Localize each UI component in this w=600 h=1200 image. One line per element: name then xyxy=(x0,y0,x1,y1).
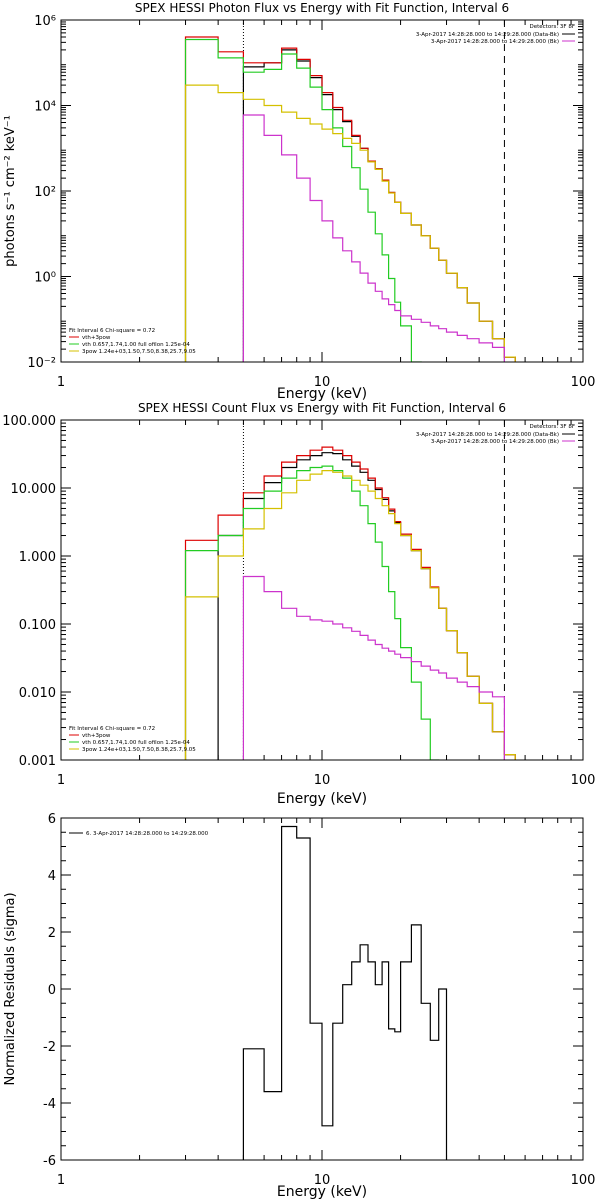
x-tick-label: 100 xyxy=(571,1173,596,1188)
x-tick-label: 10 xyxy=(314,1173,331,1188)
plot-frame xyxy=(60,817,584,1161)
series-line-vth xyxy=(184,465,440,760)
x-tick-label: 100 xyxy=(571,375,596,390)
series-line-3pow xyxy=(184,84,516,362)
x-tick-label: 1 xyxy=(57,375,65,390)
x-axis-label: Energy (keV) xyxy=(277,1184,367,1200)
legend-header: Detectors: 3F 8F xyxy=(529,424,575,430)
y-tick-label: 0.100 xyxy=(19,618,56,633)
y-tick-label: 0 xyxy=(48,983,56,998)
y-tick-label: 10⁶ xyxy=(34,14,56,29)
series-line-vth-3pow xyxy=(184,36,516,362)
count-flux-panel: SPEX HESSI Count Flux vs Energy with Fit… xyxy=(2,401,596,807)
fit-legend-entry-label: vth 0.657,1.74,1.00 full ofilon 1.25e-04 xyxy=(82,342,190,348)
x-axis-label: Energy (keV) xyxy=(277,791,367,807)
legend-entry-label: 3-Apr-2017 14:28:28.000 to 14:29:28.000 … xyxy=(416,32,559,38)
fit-legend-header: Fit Interval 6 Chi-square = 0.72 xyxy=(69,726,155,732)
fit-legend-entry-label: 3pow 1.24e+03,1.50,7.50,8.38,25.7,9.05 xyxy=(82,349,196,355)
x-tick-label: 100 xyxy=(571,773,596,788)
y-tick-label: -6 xyxy=(43,1154,56,1169)
plot-area xyxy=(184,20,516,362)
y-tick-label: -2 xyxy=(43,1040,56,1055)
series-line-bk xyxy=(242,114,505,362)
plot-frame xyxy=(60,19,584,363)
fit-legend-entry-label: vth 0.657,1.74,1.00 full ofilon 1.25e-04 xyxy=(82,740,190,746)
y-tick-label: 10.000 xyxy=(11,482,57,497)
y-tick-label: 10⁰ xyxy=(34,271,56,286)
y-axis-label: photons s⁻¹ cm⁻² keV⁻¹ xyxy=(3,115,18,267)
y-tick-label: 1.000 xyxy=(19,550,56,565)
y-tick-label: 10² xyxy=(34,185,56,200)
x-tick-label: 1 xyxy=(57,773,65,788)
plot-area xyxy=(184,420,516,760)
y-tick-label: 100.000 xyxy=(2,414,56,429)
fit-legend-entry-label: vth+3pow xyxy=(82,733,111,739)
series-line-vth xyxy=(184,38,422,362)
plot-area xyxy=(242,825,448,1160)
y-tick-label: 0.001 xyxy=(19,754,56,769)
x-tick-label: 10 xyxy=(314,375,331,390)
y-axis-label: Normalized Residuals (sigma) xyxy=(3,892,18,1085)
y-tick-label: 2 xyxy=(48,926,56,941)
y-tick-label: 10⁴ xyxy=(34,100,56,115)
series-line-data-bk xyxy=(217,452,516,760)
legend-entry-label: 3-Apr-2017 14:28:28.000 to 14:29:28.000 … xyxy=(431,39,559,45)
series-line-data-bk xyxy=(242,49,516,362)
x-axis-label: Energy (keV) xyxy=(277,386,367,402)
fit-legend-header: Fit Interval 6 Chi-square = 0.72 xyxy=(69,328,155,334)
chart-title: SPEX HESSI Photon Flux vs Energy with Fi… xyxy=(135,1,509,15)
legend-entry-label: 3-Apr-2017 14:28:28.000 to 14:29:28.000 … xyxy=(431,439,559,445)
x-tick-label: 1 xyxy=(57,1173,65,1188)
chart-title: SPEX HESSI Count Flux vs Energy with Fit… xyxy=(138,401,506,415)
fit-legend-entry-label: vth+3pow xyxy=(82,335,111,341)
fit-legend-entry-label: 3pow 1.24e+03,1.50,7.50,8.38,25.7,9.05 xyxy=(82,747,196,753)
legend-header: Detectors: 3F 8F xyxy=(529,24,575,30)
plot-frame xyxy=(60,419,584,761)
series-line-6-3-apr-2017-14-28-28-000-to-14-29-28-000 xyxy=(242,825,448,1160)
series-line-bk xyxy=(242,575,505,760)
series-line-3pow xyxy=(184,470,516,760)
legend-entry-label: 6. 3-Apr-2017 14:28:28.000 to 14:29:28.0… xyxy=(86,831,209,837)
y-tick-label: 4 xyxy=(48,869,56,884)
y-tick-label: 6 xyxy=(48,812,56,827)
y-tick-label: -4 xyxy=(43,1097,56,1112)
y-tick-label: 0.010 xyxy=(19,686,56,701)
legend-entry-label: 3-Apr-2017 14:28:28.000 to 14:29:28.000 … xyxy=(416,432,559,438)
y-tick-label: 10⁻² xyxy=(27,356,56,371)
x-tick-label: 10 xyxy=(314,773,331,788)
series-line-vth-3pow xyxy=(184,446,516,760)
residuals-panel: Energy (keV) Normalized Residuals (sigma)… xyxy=(3,812,595,1200)
photon-flux-panel: SPEX HESSI Photon Flux vs Energy with Fi… xyxy=(3,1,596,402)
